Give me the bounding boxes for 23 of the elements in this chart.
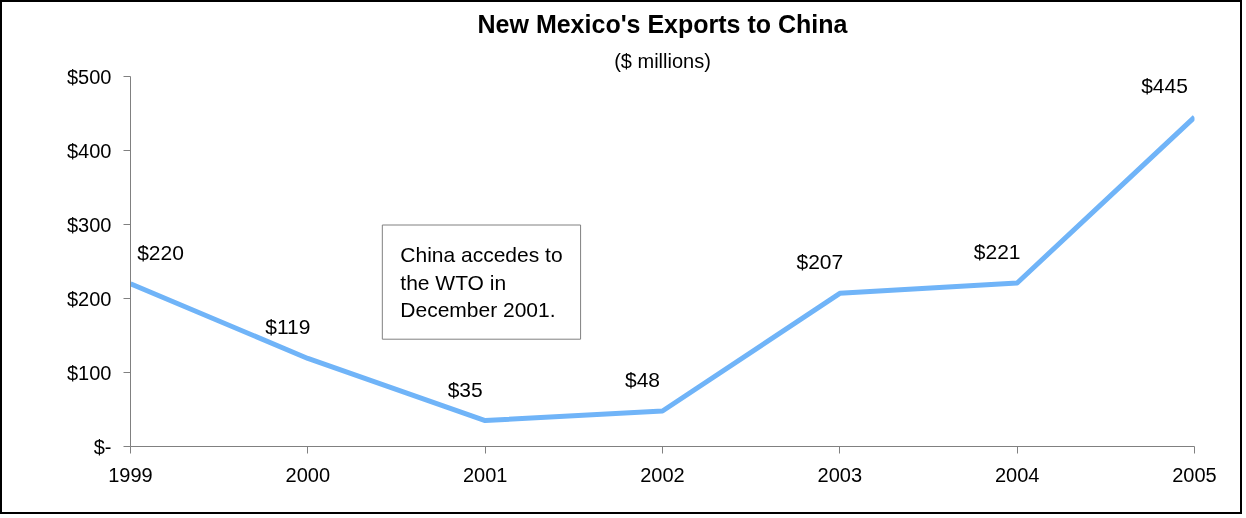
x-tick-label: 2001: [462, 463, 508, 486]
y-tick-label: $300: [67, 213, 112, 236]
data-label: $35: [447, 377, 483, 401]
x-tick-label: 2000: [285, 463, 331, 486]
x-tick-label: 2003: [817, 463, 863, 486]
y-tick-label: $-: [93, 435, 112, 458]
chart-subtitle: ($ millions): [614, 49, 711, 72]
y-tick-label: $500: [67, 65, 112, 88]
data-label: $48: [624, 367, 661, 391]
x-tick-label: 1999: [108, 463, 153, 486]
data-label: $221: [973, 239, 1021, 263]
y-tick-label: $200: [67, 287, 112, 310]
y-tick-label: $100: [67, 361, 112, 384]
annotation: China accedes to the WTO in December 2001.: [400, 243, 563, 322]
data-label: $445: [1141, 74, 1188, 98]
chart-title: New Mexico's Exports to China: [477, 9, 849, 38]
x-tick-label: 2002: [640, 463, 685, 486]
data-label: $119: [265, 315, 311, 339]
y-tick-label: $400: [67, 139, 112, 162]
x-tick-label: 2004: [994, 463, 1040, 486]
data-label: $220: [137, 240, 184, 264]
x-tick-label: 2005: [1172, 463, 1217, 486]
data-label: $207: [796, 250, 844, 274]
